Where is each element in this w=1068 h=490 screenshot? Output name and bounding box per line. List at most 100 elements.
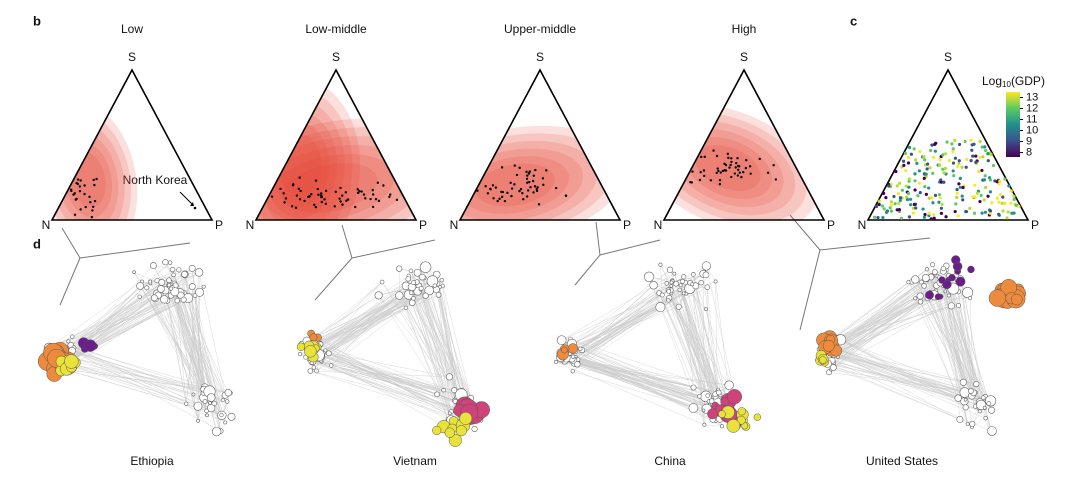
country-dot xyxy=(998,193,1003,197)
country-dot xyxy=(542,183,545,187)
network-edge xyxy=(707,287,718,393)
product-node xyxy=(963,397,968,402)
product-node xyxy=(206,393,216,402)
network-edge xyxy=(171,288,232,417)
network-edge xyxy=(432,281,471,399)
country-dot xyxy=(736,157,739,160)
country-dot xyxy=(491,184,495,187)
network-edge xyxy=(830,292,968,370)
network-edge xyxy=(920,297,971,302)
country-dot xyxy=(953,156,957,160)
country-dot xyxy=(972,211,977,215)
country-dot xyxy=(929,148,933,153)
country-dot xyxy=(877,199,881,203)
vertex-label: N xyxy=(246,218,255,232)
network-edge xyxy=(306,344,468,407)
country-dot xyxy=(991,163,996,168)
country-dot xyxy=(737,168,740,171)
country-dot xyxy=(518,189,521,193)
country-dot xyxy=(943,166,948,170)
product-node xyxy=(144,285,150,291)
country-dot xyxy=(988,178,993,182)
network-edge xyxy=(685,282,718,393)
network-edge xyxy=(563,359,710,402)
country-dot xyxy=(1012,211,1016,215)
product-node xyxy=(374,291,383,300)
country-dot xyxy=(519,187,523,191)
network-edge xyxy=(828,290,936,373)
country-dot xyxy=(510,194,513,198)
country-dot xyxy=(939,211,944,215)
product-node xyxy=(455,425,467,437)
network-edge xyxy=(565,282,702,347)
network-edge xyxy=(437,283,462,395)
colorbar-tick-label: 12 xyxy=(1026,102,1038,114)
country-dot xyxy=(942,180,946,184)
network-edge xyxy=(324,352,444,391)
country-dot xyxy=(941,167,945,171)
product-node xyxy=(471,425,478,433)
country-dot xyxy=(893,202,897,206)
product-node xyxy=(180,296,187,303)
product-node xyxy=(184,401,189,406)
country-dot xyxy=(932,213,936,217)
product-node xyxy=(737,407,746,416)
network-edge xyxy=(948,284,986,409)
country-dot xyxy=(892,194,896,199)
country-dot xyxy=(1007,184,1011,188)
country-dot xyxy=(955,195,959,200)
country-dot xyxy=(703,174,706,178)
country-dot xyxy=(974,154,978,158)
country-dot xyxy=(1003,177,1007,181)
network-edge xyxy=(575,361,700,397)
vertex-label: S xyxy=(128,50,136,64)
country-dot xyxy=(295,194,299,197)
country-dot xyxy=(934,141,938,145)
network-edge xyxy=(837,337,966,400)
country-dot xyxy=(369,197,372,201)
product-node xyxy=(962,404,969,411)
country-dot xyxy=(532,174,536,177)
country-dot xyxy=(913,172,917,176)
country-dot xyxy=(898,198,902,203)
product-node xyxy=(408,299,416,306)
product-node xyxy=(150,262,157,270)
product-node xyxy=(570,354,576,359)
network-edge xyxy=(920,301,964,383)
product-node xyxy=(311,365,316,370)
vertex-label: P xyxy=(419,218,427,232)
country-dot xyxy=(924,172,928,176)
product-node xyxy=(967,295,973,301)
network-edge xyxy=(683,293,716,397)
country-dot xyxy=(73,192,76,195)
network-edge xyxy=(434,285,462,401)
country-dot xyxy=(534,168,537,172)
country-dot xyxy=(969,158,973,163)
country-dot xyxy=(736,174,740,177)
product-node xyxy=(677,287,682,292)
network-edge xyxy=(825,294,932,355)
country-dot xyxy=(734,166,737,169)
network-edge xyxy=(939,277,981,412)
network-edge xyxy=(313,278,409,354)
product-node xyxy=(223,420,228,425)
country-dot xyxy=(700,155,703,159)
country-dot xyxy=(938,196,942,200)
country-dot xyxy=(749,172,752,175)
country-dot xyxy=(75,181,78,185)
country-dot xyxy=(564,194,568,198)
network-edge xyxy=(829,359,981,403)
network-edge xyxy=(662,294,707,409)
network-edge xyxy=(823,343,973,428)
country-dot xyxy=(917,181,922,185)
product-node xyxy=(916,292,924,300)
country-dot xyxy=(894,169,898,174)
country-dot xyxy=(926,162,930,166)
country-dot xyxy=(952,173,956,178)
panel-title: Low xyxy=(121,22,143,36)
network-edge xyxy=(320,289,421,345)
country-dot xyxy=(744,166,748,170)
network-edge xyxy=(315,285,435,348)
country-dot xyxy=(1000,201,1004,206)
country-dot xyxy=(973,183,977,187)
